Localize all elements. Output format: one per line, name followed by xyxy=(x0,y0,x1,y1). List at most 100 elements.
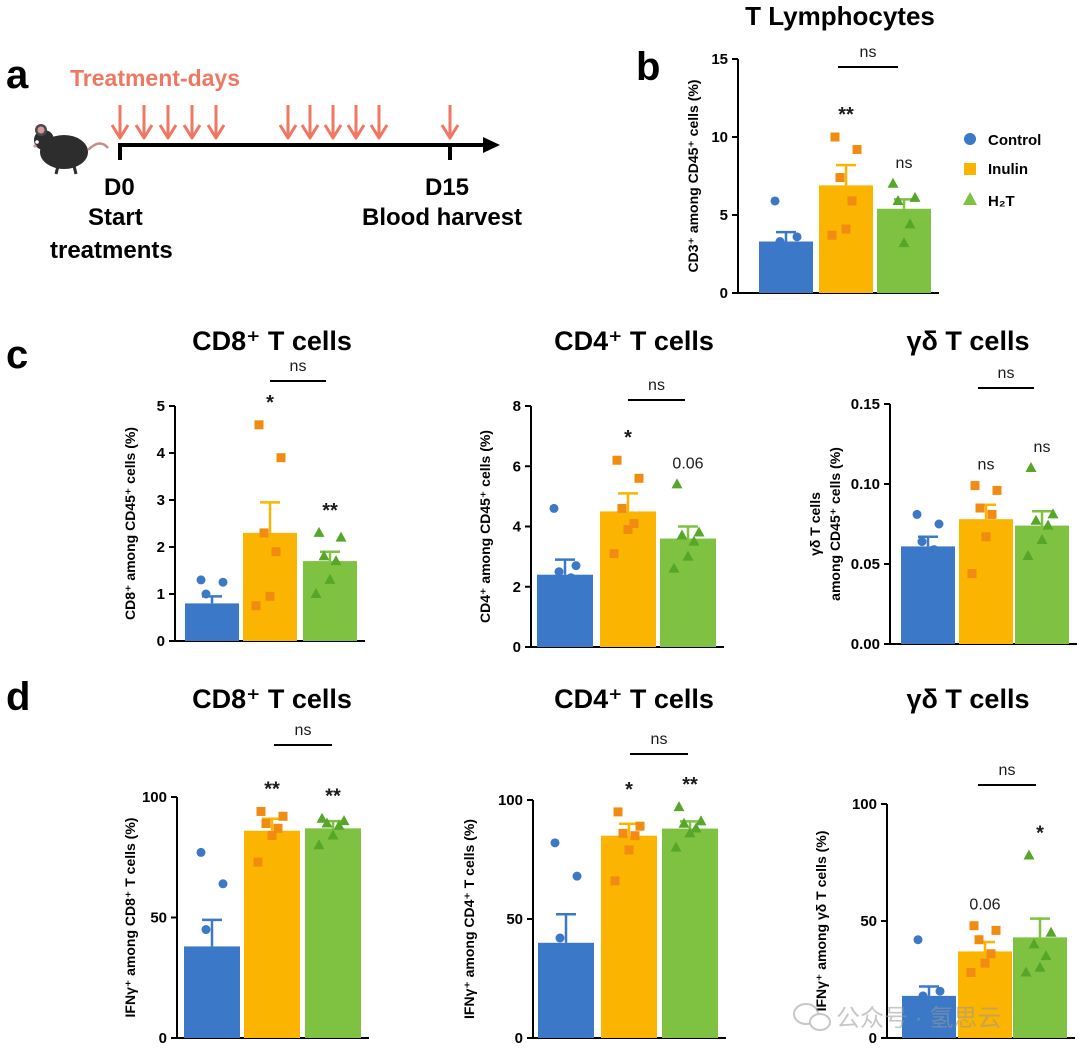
data-point-h2t xyxy=(1025,462,1037,472)
data-point-control xyxy=(792,232,802,242)
data-point-h2t xyxy=(892,194,904,205)
data-point-h2t xyxy=(676,529,688,540)
y-tick-label: 50 xyxy=(860,913,877,930)
data-point-h2t xyxy=(690,822,702,833)
data-point-control xyxy=(196,847,206,857)
legend-marker-control xyxy=(964,133,976,145)
bar-inulin xyxy=(600,511,656,647)
treatment-arrow-head xyxy=(346,124,366,140)
significance-label: * xyxy=(266,392,274,414)
data-point-control xyxy=(775,237,785,247)
bar-h₂t xyxy=(305,828,361,1038)
data-point-h2t xyxy=(1040,950,1052,961)
data-point-h2t xyxy=(1030,514,1042,525)
y-tick-label: 0.15 xyxy=(851,396,880,413)
data-point-control xyxy=(193,615,203,625)
data-point-inulin xyxy=(267,831,277,841)
data-point-control xyxy=(770,196,780,206)
y-tick-label: 4 xyxy=(513,519,522,536)
significance-label: 0.06 xyxy=(969,897,1000,914)
data-point-control xyxy=(767,263,777,273)
data-point-inulin xyxy=(624,845,634,855)
significance-label: ** xyxy=(264,778,280,800)
treatment-arrow-head xyxy=(110,124,130,140)
data-point-control xyxy=(555,933,565,943)
data-point-inulin xyxy=(623,525,633,535)
panel-label-a: a xyxy=(6,53,29,97)
bar-control xyxy=(902,995,956,1038)
comparison-label: ns xyxy=(998,365,1015,382)
data-point-h2t xyxy=(898,237,910,248)
data-point-control xyxy=(213,953,223,963)
data-point-control xyxy=(546,594,556,604)
data-point-control xyxy=(207,975,217,985)
bar-h₂t xyxy=(303,561,357,641)
data-point-control xyxy=(912,509,922,519)
treatment-arrows xyxy=(110,105,460,140)
data-point-h2t xyxy=(335,531,347,542)
data-point-control xyxy=(549,503,559,513)
data-point-inulin xyxy=(612,455,622,465)
timeline-end-caption: Blood harvest xyxy=(362,204,522,231)
data-point-h2t xyxy=(318,550,330,561)
data-point-control xyxy=(566,573,576,583)
y-tick-label: 0 xyxy=(515,1030,523,1047)
data-point-h2t xyxy=(678,817,690,828)
data-point-h2t xyxy=(668,562,680,573)
significance-label: ** xyxy=(325,786,341,808)
timeline-arrowhead xyxy=(483,137,500,153)
data-point-h2t xyxy=(682,550,694,561)
data-point-h2t xyxy=(1034,961,1046,972)
significance-label: ns xyxy=(978,457,995,474)
data-point-inulin xyxy=(981,532,991,542)
data-point-h2t xyxy=(316,812,328,823)
data-point-inulin xyxy=(830,132,840,142)
data-point-control xyxy=(781,254,791,264)
data-point-h2t xyxy=(1020,966,1032,977)
data-point-h2t xyxy=(684,827,696,838)
treatment-arrow-head xyxy=(278,124,298,140)
data-point-control xyxy=(935,986,945,996)
data-point-h2t xyxy=(1036,534,1048,544)
data-point-inulin xyxy=(635,821,645,831)
data-point-h2t xyxy=(688,535,700,546)
data-point-inulin xyxy=(259,528,269,538)
data-point-control xyxy=(550,838,560,848)
data-point-inulin xyxy=(969,921,979,931)
bar-h₂t xyxy=(877,208,931,293)
data-point-inulin xyxy=(271,547,281,557)
data-point-h2t xyxy=(321,817,333,828)
data-point-control xyxy=(218,577,228,587)
mouse-icon xyxy=(33,124,109,175)
data-point-control xyxy=(547,1014,557,1024)
data-point-h2t xyxy=(338,815,350,826)
significance-label: ns xyxy=(1034,439,1051,456)
data-point-control xyxy=(560,585,570,595)
data-point-h2t xyxy=(909,191,921,202)
chart-cd8-frequency: CD8⁺ T cells CD8⁺ among CD45⁺ cells (%) 0 1… xyxy=(122,326,365,650)
data-point-inulin xyxy=(987,509,997,519)
y-tick-label: 0.10 xyxy=(851,476,880,493)
data-point-control xyxy=(923,553,933,563)
data-point-inulin xyxy=(256,806,266,816)
data-point-control xyxy=(929,545,939,555)
significance-label: ** xyxy=(682,774,698,796)
y-tick-label: 2 xyxy=(157,539,165,556)
data-point-inulin xyxy=(261,819,271,829)
timeline-panel: Treatment-days D0 D15 Start treatments B… xyxy=(33,65,522,264)
data-point-h2t xyxy=(887,177,899,188)
treatment-arrow-head xyxy=(206,124,226,140)
data-point-control xyxy=(554,567,564,577)
timeline-start-day: D0 xyxy=(104,174,135,201)
data-point-inulin xyxy=(835,173,845,183)
data-point-h2t xyxy=(313,839,325,850)
data-point-inulin xyxy=(629,518,639,528)
data-point-h2t xyxy=(693,526,705,537)
chart-title: CD8⁺ T cells xyxy=(192,684,352,714)
data-point-inulin xyxy=(974,935,984,945)
bar-control xyxy=(759,241,813,293)
comparison-label: ns xyxy=(999,762,1016,779)
data-point-inulin xyxy=(278,811,288,821)
data-point-control xyxy=(567,947,577,957)
